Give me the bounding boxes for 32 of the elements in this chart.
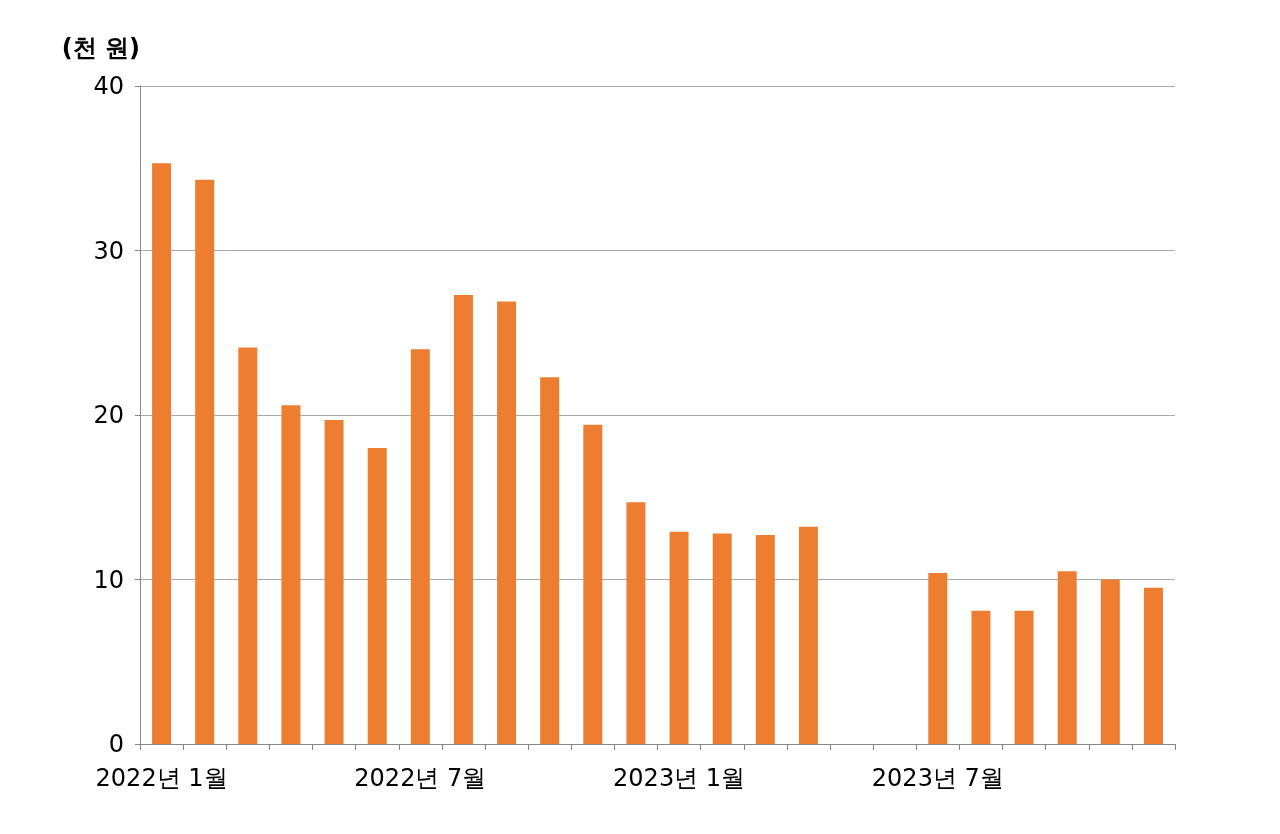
bar [540,377,560,744]
bar [367,447,387,744]
x-tick-label: 2023년 1월 [613,764,746,792]
bar [1100,579,1120,744]
y-tick-label: 10 [93,565,124,594]
bar [1143,587,1163,744]
x-tick-label: 2022년 7월 [354,764,487,792]
bar [755,535,775,744]
bar [712,533,732,744]
bar [238,347,258,744]
y-tick-label: 0 [108,730,124,758]
bar [626,502,646,744]
bar [798,526,818,744]
y-tick-label: 30 [93,236,124,265]
bar [195,179,215,744]
y-tick-label: 40 [93,72,124,100]
bar [669,531,689,744]
bar [1057,571,1077,744]
y-axis-title: (천 원) [61,34,140,62]
bar [928,572,948,744]
y-tick-label: 20 [93,401,124,429]
bar [971,610,991,744]
bar [152,163,172,744]
bar [324,419,344,744]
bar [497,301,517,744]
bar [453,294,473,744]
bar [410,349,430,744]
bar [281,405,301,744]
x-tick-label: 2023년 7월 [871,764,1004,792]
bar [583,424,603,744]
bar [1014,610,1034,744]
x-tick-label: 2022년 1월 [95,764,228,792]
